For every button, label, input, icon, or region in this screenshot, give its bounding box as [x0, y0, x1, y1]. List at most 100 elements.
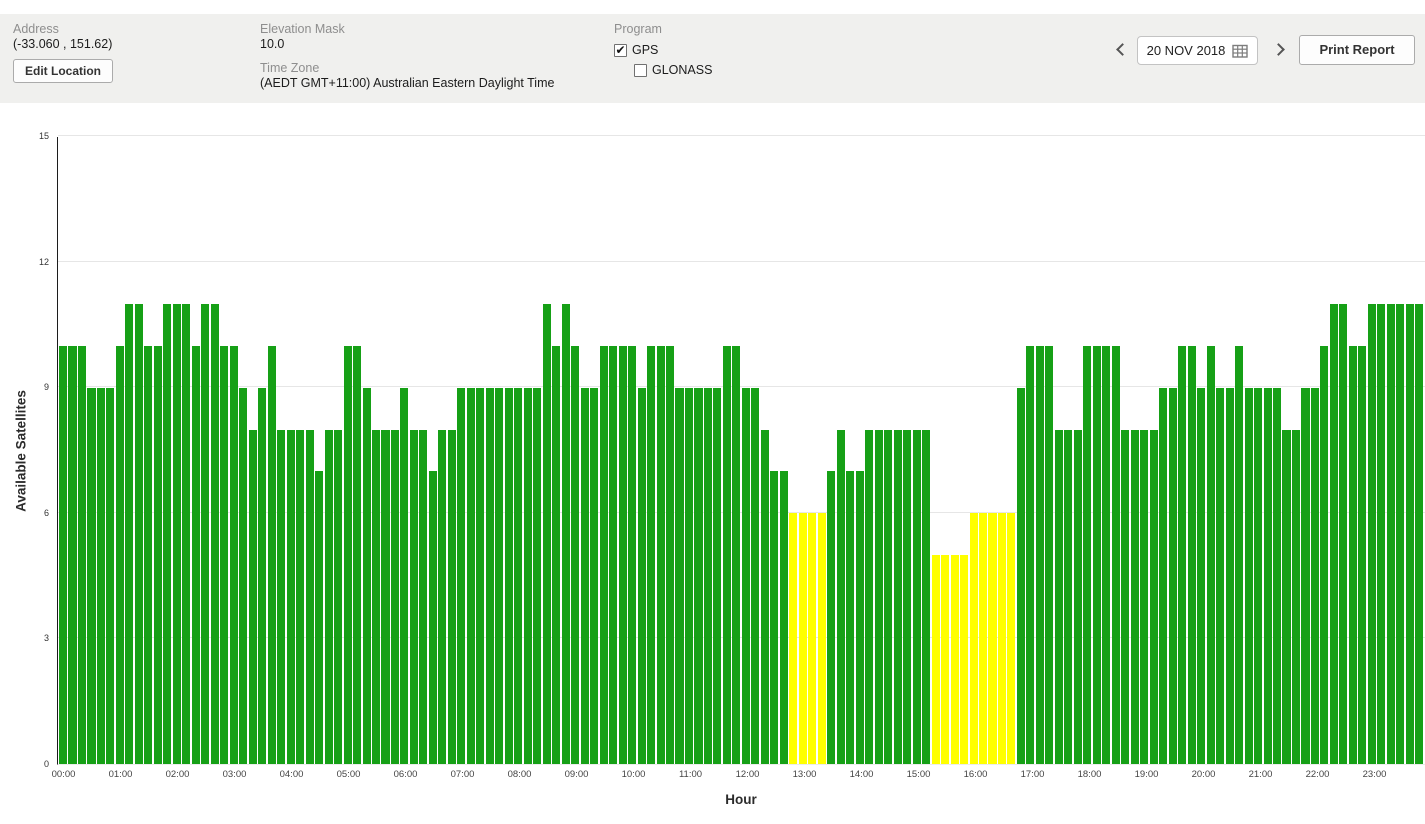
- bar: [950, 555, 959, 764]
- bar: [1291, 429, 1301, 764]
- gridline-15: [58, 135, 1425, 136]
- program-option-label: GLONASS: [652, 63, 713, 77]
- bar: [163, 304, 172, 764]
- y-tick-label: 3: [43, 633, 49, 644]
- address-value: (-33.060 , 151.62): [13, 37, 113, 51]
- bar: [1320, 346, 1329, 764]
- bar: [229, 346, 238, 764]
- bar: [580, 387, 589, 764]
- bar: [1121, 429, 1130, 764]
- x-tick-label: 10:00: [621, 769, 646, 780]
- bar: [1263, 387, 1272, 764]
- bar: [1377, 304, 1386, 764]
- x-tick-label: 20:00: [1191, 769, 1216, 780]
- bar: [267, 346, 276, 764]
- calendar-icon[interactable]: [1232, 44, 1249, 58]
- y-tick-label: 0: [43, 759, 49, 769]
- bar: [258, 387, 267, 764]
- bar: [362, 387, 371, 764]
- bar: [182, 304, 191, 764]
- bar: [239, 387, 248, 764]
- print-report-button[interactable]: Print Report: [1299, 35, 1415, 65]
- chevron-left-icon[interactable]: [1116, 43, 1129, 56]
- checkbox-glonass[interactable]: [634, 63, 647, 77]
- bar: [855, 471, 864, 764]
- y-tick-label: 12: [38, 256, 49, 267]
- elevation-timezone-section: Elevation Mask 10.0 Time Zone (AEDT GMT+…: [260, 22, 554, 91]
- bar: [305, 429, 314, 764]
- bar: [172, 304, 181, 764]
- bar: [1026, 346, 1035, 764]
- bar: [1225, 387, 1234, 764]
- bar: [1045, 346, 1054, 764]
- bar: [1149, 429, 1158, 764]
- bar: [609, 346, 618, 764]
- gridline-6: [58, 511, 1425, 513]
- y-tick-label: 15: [38, 131, 49, 141]
- bar: [210, 304, 219, 764]
- address-label: Address: [13, 22, 59, 36]
- bar: [1235, 346, 1244, 764]
- bar: [106, 387, 115, 764]
- bar: [1102, 346, 1111, 764]
- date-navigation: 20 NOV 2018 Print Report: [1108, 14, 1425, 117]
- program-section: Program ✔ GPS GLONASS: [614, 22, 712, 77]
- x-tick-label: 12:00: [735, 769, 760, 780]
- bar: [618, 346, 627, 764]
- bar: [1197, 387, 1206, 764]
- x-tick-label: 22:00: [1305, 769, 1330, 780]
- bar: [296, 429, 305, 764]
- chevron-right-icon[interactable]: [1272, 43, 1285, 56]
- bar: [666, 346, 675, 764]
- x-tick-label: 11:00: [678, 769, 703, 780]
- bar: [684, 387, 694, 764]
- y-axis-labels: 0 3 6 9 12 15: [0, 131, 52, 769]
- bar: [713, 387, 722, 764]
- bar: [1111, 346, 1120, 764]
- bar: [1254, 387, 1263, 764]
- bar: [248, 429, 257, 764]
- bar: [1396, 304, 1405, 764]
- x-tick-label: 04:00: [279, 769, 304, 780]
- x-axis-labels: 00:00 01:00 02:00 03:00 04:00 05:00 06:00 07:00…: [52, 769, 1425, 783]
- bar: [647, 346, 656, 764]
- bar: [1405, 304, 1414, 764]
- x-tick-label: 17:00: [1020, 769, 1045, 780]
- checkbox-gps[interactable]: ✔: [614, 42, 627, 57]
- bar: [115, 346, 124, 764]
- address-section: Address (-33.060 , 151.62) Edit Location: [13, 22, 113, 83]
- bar: [703, 387, 712, 764]
- bar: [371, 429, 381, 764]
- bar: [334, 429, 343, 764]
- bar: [1083, 346, 1092, 764]
- bar: [590, 387, 599, 764]
- x-tick-label: 16:00: [963, 769, 988, 780]
- date-input[interactable]: 20 NOV 2018: [1137, 36, 1258, 65]
- bar: [153, 346, 162, 764]
- bar: [874, 429, 883, 764]
- bar: [836, 429, 845, 764]
- bar: [912, 429, 921, 764]
- bar: [409, 429, 418, 764]
- bar: [893, 429, 902, 764]
- edit-location-button[interactable]: Edit Location: [13, 59, 113, 83]
- elevation-mask-value: 10.0: [260, 37, 285, 51]
- bar: [286, 429, 295, 764]
- bar: [1273, 387, 1282, 764]
- bar: [552, 346, 561, 764]
- x-tick-label: 18:00: [1077, 769, 1102, 780]
- bar: [798, 513, 807, 764]
- time-zone-value: (AEDT GMT+11:00) Australian Eastern Dayl…: [260, 76, 555, 90]
- bar: [1216, 387, 1225, 764]
- x-tick-label: 07:00: [450, 769, 475, 780]
- x-tick-label: 21:00: [1248, 769, 1273, 780]
- bar: [144, 346, 153, 764]
- x-tick-label: 06:00: [393, 769, 418, 780]
- bar: [846, 471, 855, 764]
- bar: [504, 387, 513, 764]
- bar: [220, 346, 229, 764]
- bar: [315, 471, 324, 764]
- bar: [134, 304, 143, 764]
- bar: [732, 346, 741, 764]
- x-tick-label: 09:00: [564, 769, 589, 780]
